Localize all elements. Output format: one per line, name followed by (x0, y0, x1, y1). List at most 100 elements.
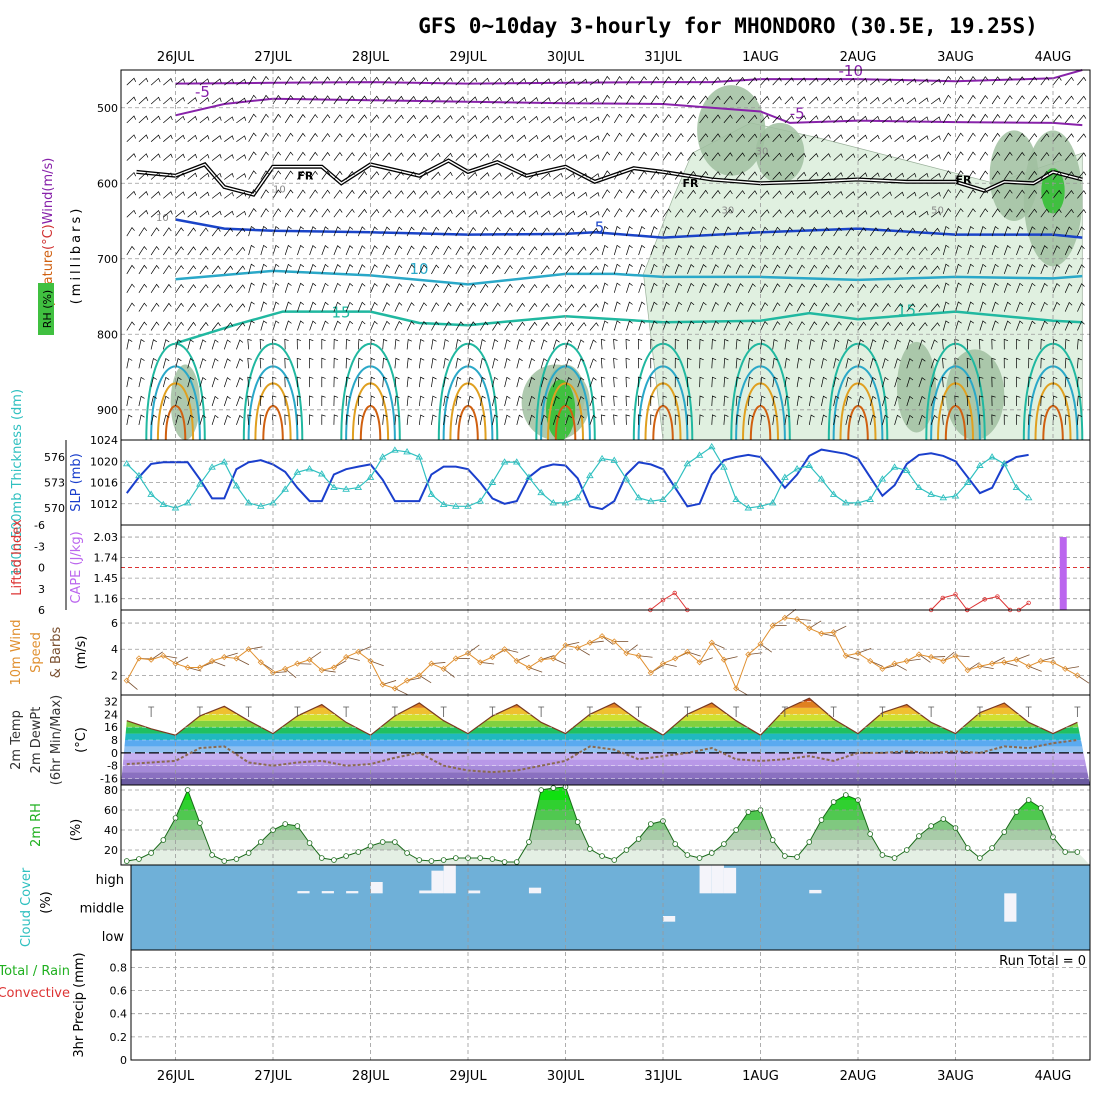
wind-barb (1077, 226, 1085, 237)
wind-barb (600, 414, 606, 425)
thickness-marker (452, 502, 460, 509)
wind-barb (614, 113, 623, 124)
wind-barb (455, 376, 462, 388)
wind-barb (979, 113, 989, 124)
wind-barb (638, 113, 647, 124)
wind-barb (760, 395, 766, 407)
wind-speed-marker (294, 660, 301, 667)
wind-barb (930, 396, 938, 407)
rh-2m-marker (404, 850, 410, 856)
rh-2m-marker (209, 852, 215, 858)
top-date-axis: 26JUL 27JUL 28JUL 29JUL 30JUL 31JUL 1AUG 2AUG 3A… (157, 50, 1071, 65)
wind-barb (662, 132, 672, 142)
wind-barb (625, 414, 630, 425)
temp-band (121, 740, 1090, 747)
wind-speed-marker (501, 646, 508, 653)
wind-barb (321, 76, 331, 86)
wind-barb (991, 357, 996, 369)
precip-legend-convective: Convective (0, 986, 70, 1001)
li-tick-label: 6 (38, 604, 45, 617)
wind-barb (248, 320, 255, 331)
wind-barb (455, 283, 464, 293)
wind-barb (1052, 171, 1062, 180)
wind-10m-barb (991, 656, 1005, 664)
wind-barb (284, 113, 294, 124)
wind-barb (540, 78, 551, 86)
wind-barb (540, 210, 551, 218)
wind-barb (967, 263, 975, 275)
cloud-high-bar (809, 889, 822, 894)
wind-barb (674, 76, 684, 86)
wind-barb (431, 283, 440, 293)
thickness-marker (988, 453, 996, 460)
wind-barb (772, 283, 781, 293)
wind-barb (821, 227, 830, 237)
wind-barb (309, 95, 318, 105)
wind-barb (406, 320, 415, 331)
wind-barb (479, 283, 489, 293)
wind-barb (1028, 76, 1038, 86)
wind-barb (540, 191, 551, 199)
wind-barb (479, 115, 490, 124)
wind-barb (1028, 133, 1038, 142)
wind-barb (577, 339, 585, 350)
wind-barb (492, 77, 502, 86)
wind-barb (637, 338, 643, 350)
wind-barb (1004, 208, 1013, 218)
wind-barb (504, 395, 511, 407)
wind-barb (723, 376, 729, 388)
wind-barb (247, 338, 252, 350)
rh-2m-marker (903, 847, 910, 853)
wind-barb (1040, 357, 1046, 369)
wind-barb (553, 303, 562, 312)
temp-ylabel-1: 2m Temp (9, 710, 24, 770)
rh-legend-label: RH (%) (41, 290, 54, 328)
wind-barb (321, 320, 329, 331)
wind-barb (613, 320, 621, 331)
wind-barb (492, 153, 502, 161)
wind-barb (175, 153, 185, 161)
wind-barb (187, 134, 198, 142)
wind-barb (565, 395, 573, 407)
wind-barb (674, 132, 684, 142)
wind-barb (625, 357, 630, 369)
pressure-tick-label: 800 (97, 328, 118, 341)
wind-barb (382, 209, 392, 218)
thickness-marker (147, 490, 155, 497)
wind-barb (613, 414, 618, 425)
wind-barb (796, 302, 805, 312)
isotherm-loop (449, 382, 487, 441)
wind-barb (613, 338, 618, 350)
wind-barb (309, 414, 314, 425)
wind-barb (297, 244, 305, 256)
wind-barb (991, 263, 999, 275)
temp-band (121, 698, 1090, 702)
wind-barb (699, 414, 704, 425)
wind-barb (918, 358, 926, 369)
wind-barb (552, 358, 560, 369)
wind-barb (1003, 414, 1009, 425)
wind-tick-label: 2 (111, 669, 118, 682)
wind-barb (857, 395, 864, 407)
wind-barb (1040, 170, 1050, 180)
wind-barb (833, 191, 843, 199)
wind-barb (711, 376, 717, 388)
rh-2m-marker (708, 850, 715, 856)
thickness-marker (817, 475, 826, 482)
wind-barb (357, 338, 363, 350)
wind-barb (979, 338, 984, 350)
wind-barb (589, 116, 600, 124)
wind-barb (553, 246, 562, 256)
wind-barb (942, 94, 952, 105)
wind-barb (370, 76, 380, 86)
wind-barb (614, 151, 623, 161)
minmax-marker (976, 706, 983, 717)
wind-barb (821, 264, 830, 275)
wind-barb (406, 209, 417, 218)
wind-barb (735, 338, 741, 350)
wind-barb (869, 246, 879, 256)
wind-speed-marker (598, 633, 606, 640)
thickness-marker (159, 500, 168, 508)
wind-barb (869, 210, 880, 218)
rh-2m-marker (733, 827, 739, 833)
